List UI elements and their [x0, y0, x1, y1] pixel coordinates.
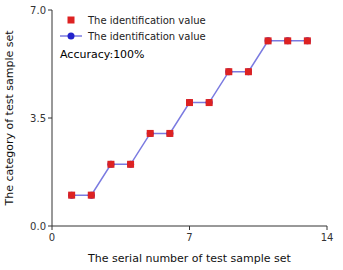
- x-tick: [52, 226, 53, 230]
- data-point: [68, 192, 75, 199]
- data-point: [186, 99, 193, 106]
- data-point: [88, 192, 95, 199]
- legend-marker: [68, 33, 75, 40]
- annotation: Accuracy:100%: [60, 48, 145, 61]
- y-tick-label: 3.5: [30, 113, 46, 124]
- data-point: [245, 68, 252, 75]
- data-point: [304, 37, 311, 44]
- x-tick-label: 14: [321, 232, 334, 243]
- data-point: [265, 37, 272, 44]
- data-point: [186, 99, 193, 106]
- y-tick: [48, 226, 52, 227]
- series-line: [72, 41, 308, 195]
- data-point: [206, 99, 213, 106]
- y-tick-label: 7.0: [30, 5, 46, 16]
- axes: 0 7 14 0.0 3.5 7.0: [30, 5, 333, 244]
- data-point: [107, 161, 114, 168]
- data-point: [127, 161, 134, 168]
- x-tick-label: 7: [186, 232, 192, 243]
- data-point: [107, 161, 114, 168]
- data-point: [304, 37, 311, 44]
- data-point: [245, 68, 252, 75]
- data-point: [147, 130, 154, 137]
- y-tick: [48, 10, 52, 11]
- data-point: [225, 68, 232, 75]
- y-tick: [48, 118, 52, 119]
- data-point: [88, 192, 95, 199]
- legend-label: The identification value: [87, 31, 206, 42]
- data-point: [166, 130, 173, 137]
- data-point: [206, 99, 213, 106]
- series: [68, 37, 311, 198]
- x-tick: [189, 226, 190, 230]
- x-axis-label: The serial number of test sample set: [87, 252, 291, 265]
- x-tick: [327, 226, 328, 230]
- legend-label: The identification value: [87, 15, 206, 26]
- x-tick-label: 0: [49, 232, 55, 243]
- y-tick-label: 0.0: [30, 221, 46, 232]
- legend: The identification value The identificati…: [60, 15, 206, 42]
- series: [68, 37, 311, 198]
- data-point: [225, 68, 232, 75]
- y-axis-label: The category of test sample set: [3, 30, 16, 207]
- chart: 0 7 14 0.0 3.5 7.0 The serial number of test s…: [0, 0, 343, 270]
- data-point: [265, 37, 272, 44]
- data-point: [147, 130, 154, 137]
- data-point: [284, 37, 291, 44]
- legend-marker: [68, 17, 75, 24]
- data-point: [284, 37, 291, 44]
- data-point: [127, 161, 134, 168]
- data-point: [166, 130, 173, 137]
- data-point: [68, 192, 75, 199]
- plot-area: [68, 37, 311, 198]
